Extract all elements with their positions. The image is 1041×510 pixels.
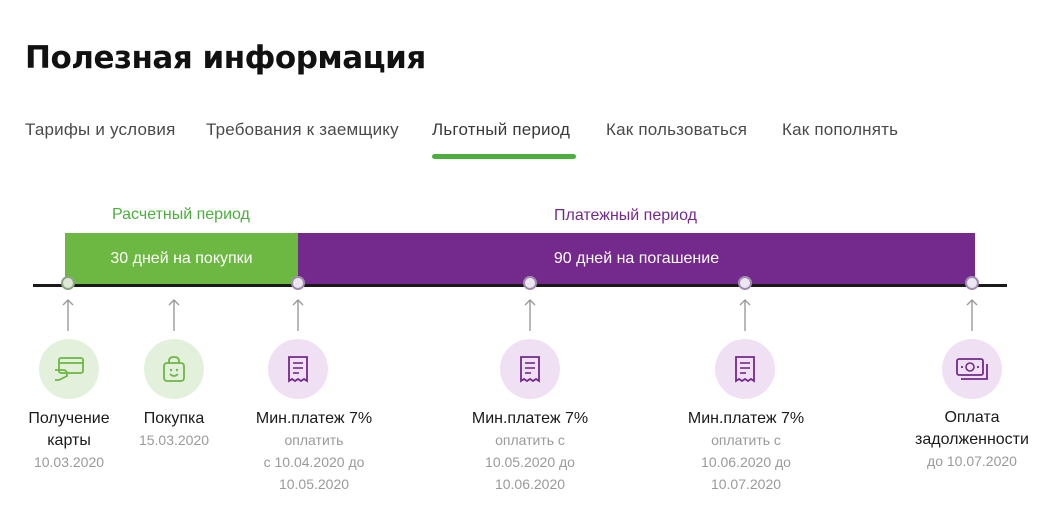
milestone-date: оплатить с <box>711 432 781 448</box>
card-received-icon-circle <box>39 339 99 399</box>
timeline-axis <box>33 284 1007 287</box>
receipt-icon <box>520 356 540 383</box>
arrow-up-icon <box>168 299 180 331</box>
payment-period-bar: 90 дней на погашение <box>298 233 975 285</box>
settlement-period-bar-text: 30 дней на покупки <box>110 250 253 267</box>
receipt-icon <box>288 356 308 383</box>
milestone-title: Мин.платеж 7% <box>687 410 805 427</box>
tab-grace-period[interactable]: Льготный период <box>432 120 571 139</box>
milestone-date: до 10.07.2020 <box>927 453 1017 469</box>
arrow-up-icon <box>739 299 751 331</box>
milestone-title: Покупка <box>143 410 205 427</box>
arrow-up-icon <box>292 299 304 331</box>
milestone-date: 10.06.2020 <box>494 476 566 492</box>
milestone-date: оплатить <box>284 432 344 448</box>
milestone-date: 15.03.2020 <box>138 432 210 448</box>
min-payment-icon-circle <box>268 339 328 399</box>
milestone-title: Оплата <box>944 409 1000 426</box>
money-icon <box>956 358 988 380</box>
settlement-period-bar: 30 дней на покупки <box>65 233 298 285</box>
milestone-title: Мин.платеж 7% <box>471 410 589 427</box>
milestone-title: задолженности <box>915 431 1029 448</box>
timeline-dot <box>61 276 75 290</box>
purchase-icon-circle <box>144 339 204 399</box>
settlement-period-label: Расчетный период <box>112 206 250 223</box>
active-tab-indicator <box>432 154 576 159</box>
timeline-dot <box>738 276 752 290</box>
milestone-date: 10.03.2020 <box>33 454 105 470</box>
payment-period-bar-text: 90 дней на погашение <box>553 250 720 267</box>
milestone-title: Получение <box>28 410 110 427</box>
arrow-up-icon <box>524 299 536 331</box>
tab-bar: Тарифы и условия Требования к заемщику Л… <box>0 120 1041 162</box>
milestone-date: оплатить с <box>495 432 565 448</box>
tab-requirements[interactable]: Требования к заемщику <box>206 120 399 139</box>
arrow-up-icon <box>966 299 978 331</box>
shopping-bag-icon <box>163 356 185 382</box>
tab-how-to-use[interactable]: Как пользоваться <box>606 120 748 139</box>
payment-period-label: Платежный период <box>554 207 697 224</box>
timeline-dot <box>965 276 979 290</box>
milestone-date: 10.07.2020 <box>710 476 782 492</box>
milestone-date: 10.06.2020 до <box>701 454 791 470</box>
page-title: Полезная информация <box>25 40 426 76</box>
tab-how-to-top-up[interactable]: Как пополнять <box>782 120 899 139</box>
timeline-dot <box>291 276 305 290</box>
min-payment-icon-circle <box>715 339 775 399</box>
tab-tariffs[interactable]: Тарифы и условия <box>25 120 176 139</box>
card-icon <box>55 357 84 381</box>
milestone-title: Мин.платеж 7% <box>255 410 373 427</box>
milestone-date: 10.05.2020 <box>278 476 350 492</box>
milestone-date: 10.05.2020 до <box>485 454 575 470</box>
receipt-icon <box>735 356 755 383</box>
milestone-date: с 10.04.2020 до <box>263 454 365 470</box>
milestone-title: карты <box>47 432 91 449</box>
debt-payment-icon-circle <box>942 339 1002 399</box>
arrow-up-icon <box>62 299 74 331</box>
min-payment-icon-circle <box>500 339 560 399</box>
timeline-dot <box>523 276 537 290</box>
